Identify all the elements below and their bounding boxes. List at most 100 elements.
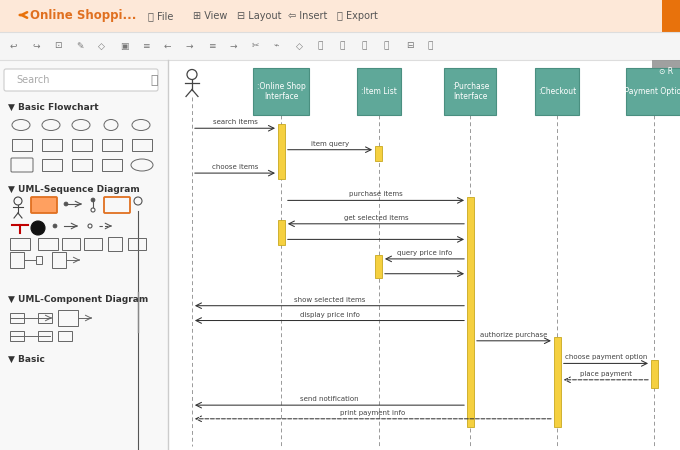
Text: ⊡: ⊡ bbox=[54, 41, 61, 50]
Bar bbox=[375, 255, 382, 279]
Bar bbox=[52, 252, 66, 268]
Bar bbox=[38, 331, 52, 341]
Text: ◇: ◇ bbox=[98, 41, 105, 50]
Bar bbox=[10, 238, 30, 250]
Bar bbox=[662, 0, 680, 32]
Bar bbox=[626, 68, 680, 115]
Text: ↪: ↪ bbox=[32, 41, 39, 50]
Text: show selected items: show selected items bbox=[294, 297, 365, 303]
Text: ≡: ≡ bbox=[142, 41, 150, 50]
Text: Search: Search bbox=[16, 75, 50, 85]
Text: get selected items: get selected items bbox=[343, 215, 408, 221]
Bar bbox=[58, 331, 72, 341]
Text: item query: item query bbox=[311, 141, 349, 147]
Text: purchase items: purchase items bbox=[349, 191, 403, 198]
FancyBboxPatch shape bbox=[31, 197, 57, 213]
Text: →: → bbox=[186, 41, 194, 50]
Bar bbox=[356, 68, 401, 115]
Text: :Checkout: :Checkout bbox=[539, 87, 577, 96]
Text: 🔒: 🔒 bbox=[318, 41, 324, 50]
Text: place payment: place payment bbox=[580, 371, 632, 377]
Text: ⬜: ⬜ bbox=[362, 41, 367, 50]
Text: :Item List: :Item List bbox=[360, 87, 396, 96]
Bar bbox=[58, 310, 78, 326]
Bar bbox=[42, 139, 62, 151]
Circle shape bbox=[187, 69, 197, 80]
Text: ▣: ▣ bbox=[120, 41, 129, 50]
Text: ◇: ◇ bbox=[296, 41, 303, 50]
Bar bbox=[102, 139, 122, 151]
Text: send notification: send notification bbox=[300, 396, 359, 402]
Bar bbox=[10, 313, 24, 323]
Text: ⬜: ⬜ bbox=[428, 41, 433, 50]
Circle shape bbox=[88, 224, 92, 228]
Text: choose payment option: choose payment option bbox=[564, 355, 647, 360]
Text: ⬜: ⬜ bbox=[384, 41, 390, 50]
Text: query price info: query price info bbox=[397, 250, 452, 256]
Bar bbox=[554, 337, 561, 427]
Bar bbox=[84, 238, 102, 250]
Text: :Online Shop
Interface: :Online Shop Interface bbox=[257, 81, 306, 101]
Bar bbox=[0, 0, 680, 32]
Text: :Payment Option: :Payment Option bbox=[622, 87, 680, 96]
Text: ▼ UML-Component Diagram: ▼ UML-Component Diagram bbox=[8, 294, 148, 303]
Bar bbox=[445, 68, 496, 115]
Bar bbox=[254, 68, 309, 115]
Text: ⊟: ⊟ bbox=[406, 41, 413, 50]
Circle shape bbox=[64, 202, 68, 206]
Text: authorize purchase: authorize purchase bbox=[480, 332, 547, 338]
Text: ⌕: ⌕ bbox=[150, 73, 158, 86]
Bar bbox=[72, 159, 92, 171]
Bar bbox=[10, 331, 24, 341]
Bar bbox=[0, 60, 168, 450]
Circle shape bbox=[31, 221, 45, 235]
Text: →: → bbox=[230, 41, 237, 50]
Text: 🗋 File: 🗋 File bbox=[148, 11, 173, 21]
Bar bbox=[375, 146, 382, 162]
Text: ▼ UML-Sequence Diagram: ▼ UML-Sequence Diagram bbox=[8, 184, 140, 194]
Text: ⇦ Insert: ⇦ Insert bbox=[288, 11, 327, 21]
Bar bbox=[535, 68, 579, 115]
Bar bbox=[652, 60, 680, 82]
Text: ⊞ View: ⊞ View bbox=[193, 11, 227, 21]
Bar bbox=[0, 32, 680, 60]
Bar bbox=[278, 124, 285, 179]
Bar bbox=[38, 313, 52, 323]
Circle shape bbox=[91, 198, 95, 202]
Bar bbox=[42, 159, 62, 171]
Text: ↩: ↩ bbox=[10, 41, 18, 50]
Text: ≡: ≡ bbox=[208, 41, 216, 50]
Bar bbox=[169, 60, 680, 450]
Bar bbox=[128, 238, 146, 250]
Text: :Purchase
Interface: :Purchase Interface bbox=[452, 81, 489, 101]
Text: ←: ← bbox=[164, 41, 171, 50]
Text: ▼ Basic Flowchart: ▼ Basic Flowchart bbox=[8, 103, 99, 112]
Bar bbox=[132, 139, 152, 151]
Bar bbox=[278, 220, 285, 245]
Text: ⎋ Export: ⎋ Export bbox=[337, 11, 378, 21]
Text: ⌁: ⌁ bbox=[274, 41, 279, 50]
Text: 🔒: 🔒 bbox=[340, 41, 345, 50]
Text: print payment info: print payment info bbox=[340, 410, 405, 416]
Text: ✎: ✎ bbox=[76, 41, 84, 50]
Circle shape bbox=[53, 224, 57, 228]
Text: ▼ Basic: ▼ Basic bbox=[8, 355, 45, 364]
Bar bbox=[10, 252, 24, 268]
FancyBboxPatch shape bbox=[4, 69, 158, 91]
Bar bbox=[102, 159, 122, 171]
Bar bbox=[38, 238, 58, 250]
Circle shape bbox=[91, 208, 95, 212]
Bar bbox=[12, 139, 32, 151]
Bar bbox=[108, 237, 122, 251]
Bar bbox=[72, 139, 92, 151]
Text: Online Shoppi...: Online Shoppi... bbox=[30, 9, 137, 22]
Text: display price info: display price info bbox=[300, 311, 360, 318]
Text: ✂: ✂ bbox=[252, 41, 260, 50]
Text: ⊟ Layout: ⊟ Layout bbox=[237, 11, 282, 21]
Bar bbox=[651, 360, 658, 387]
Bar bbox=[36, 256, 42, 264]
Text: choose items: choose items bbox=[211, 164, 258, 170]
Text: search items: search items bbox=[213, 119, 258, 125]
Bar bbox=[467, 197, 474, 427]
Text: ⊙ R: ⊙ R bbox=[659, 67, 673, 76]
